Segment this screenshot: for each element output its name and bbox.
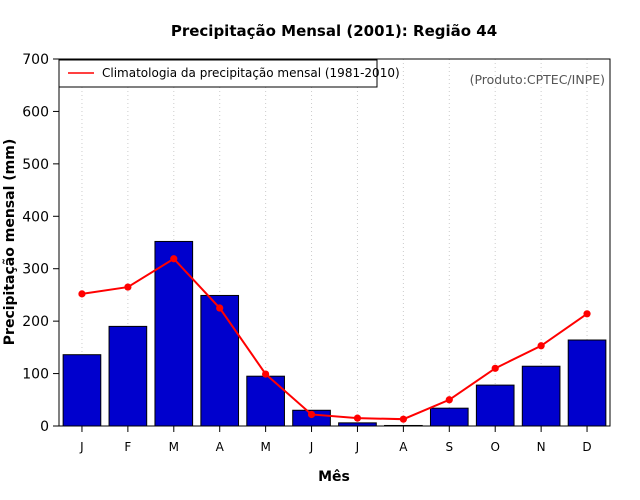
bar-2 (108, 325, 148, 427)
climatology-point-9 (445, 396, 453, 404)
source-annotation: (Produto:CPTEC/INPE) (470, 72, 605, 87)
climatology-point-12 (583, 310, 591, 318)
climatology-point-4 (216, 304, 224, 312)
bar-4 (200, 294, 240, 427)
climatology-point-6 (307, 410, 316, 419)
climatology-series (78, 255, 591, 423)
y-tick-label: 0 (40, 419, 49, 435)
x-tick-label: A (399, 440, 408, 454)
climatology-point-7 (353, 414, 362, 422)
legend: Climatologia da precipitação mensal (198… (58, 59, 400, 88)
x-tick-label: F (124, 440, 131, 454)
bar-11 (521, 365, 561, 427)
x-tick-label: D (582, 440, 591, 454)
climatology-point-5 (262, 370, 270, 378)
climatology-point-3 (170, 255, 178, 263)
y-tick-label: 100 (22, 367, 49, 383)
y-axis: 0 100 200 300 400 500 600 700 (22, 52, 59, 435)
x-tick-label: S (445, 440, 453, 454)
y-tick-label: 600 (22, 104, 49, 120)
x-axis-label: Mês (318, 469, 350, 485)
climatology-point-11 (537, 342, 545, 350)
bar-1 (62, 354, 102, 427)
climatology-line (81, 257, 588, 421)
y-tick-label: 700 (22, 52, 49, 68)
x-tick-label: N (537, 440, 546, 454)
bar-12 (567, 339, 607, 427)
bar-3 (154, 240, 194, 427)
bars (62, 240, 607, 427)
x-tick-label: J (79, 440, 84, 454)
y-tick-label: 500 (22, 157, 49, 173)
x-tick-label: A (216, 440, 225, 454)
y-tick-label: 200 (22, 314, 49, 330)
x-tick-label: O (490, 440, 499, 454)
climatology-point-10 (491, 364, 499, 372)
bar-10 (475, 384, 515, 427)
x-tick-label: M (169, 440, 179, 454)
legend-label: Climatologia da precipitação mensal (198… (102, 66, 400, 80)
climatology-point-8 (399, 415, 407, 423)
x-tick-label: J (309, 440, 314, 454)
x-tick-label: M (260, 440, 270, 454)
chart-title: Precipitação Mensal (2001): Região 44 (171, 22, 497, 40)
x-tick-label: J (355, 440, 360, 454)
legend-box (58, 59, 378, 88)
bar-5 (246, 375, 285, 427)
climatology-point-1 (78, 290, 86, 298)
y-tick-label: 300 (22, 262, 49, 278)
plot-frame (58, 58, 611, 427)
y-tick-label: 400 (22, 209, 49, 225)
climatology-point-2 (124, 283, 132, 291)
y-axis-label: Precipitação mensal (mm) (2, 139, 18, 345)
bar-9 (429, 407, 469, 427)
